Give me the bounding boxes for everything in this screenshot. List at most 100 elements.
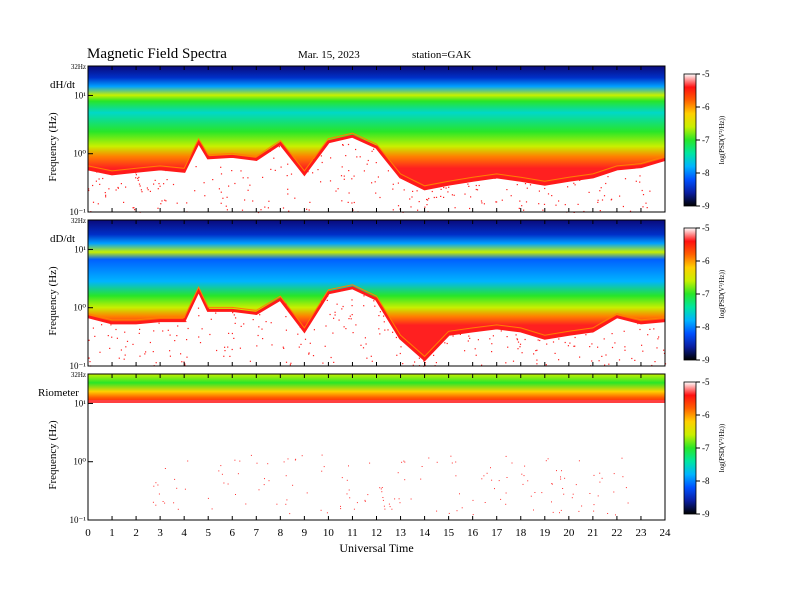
figure-title: Magnetic Field Spectra [87,46,227,62]
speckle [424,206,426,208]
speckle [396,354,398,356]
speckle [527,480,529,482]
speckle [184,364,186,366]
x-tick-label: 6 [230,527,236,539]
x-tick-label: 22 [611,527,622,539]
speckle [551,195,553,197]
speckle [563,493,565,495]
speckle [440,195,442,197]
speckle [603,195,606,197]
speckle [321,161,323,164]
y-tick-label: 10⁰ [73,149,86,159]
speckle [490,467,491,469]
speckle [599,210,601,212]
panel-label: dH/dt [50,79,75,91]
speckle [349,497,351,499]
speckle [613,491,615,493]
speckle [459,493,460,495]
speckle [162,330,164,332]
speckle [177,508,179,510]
speckle [267,463,269,465]
speckle [351,299,353,301]
speckle [631,357,633,360]
speckle [647,334,649,336]
speckle [366,357,368,359]
speckle [137,179,139,181]
speckle [164,199,166,201]
speckle [505,455,507,457]
speckle [227,346,229,348]
x-tick-label: 10 [323,527,335,539]
speckle [333,317,335,319]
speckle [342,144,344,146]
speckle [233,314,235,316]
speckle [262,176,264,178]
speckle [526,187,528,189]
speckle [135,177,137,179]
speckle [367,159,369,162]
speckle [608,363,610,365]
speckle [123,201,125,203]
y-axis-label: Frequency (Hz) [47,420,59,490]
speckle [569,342,571,344]
speckle [165,200,167,202]
speckle [381,487,383,488]
speckle [507,346,509,348]
speckle [360,344,362,346]
x-tick-label: 2 [133,527,139,539]
speckle [433,354,435,356]
speckle [287,458,289,460]
speckle [240,170,242,172]
speckle [472,514,474,516]
speckle [117,187,119,189]
speckle [147,189,149,191]
speckle [639,328,641,331]
speckle [366,163,368,165]
speckle [367,494,369,496]
speckle [137,177,139,179]
speckle [476,189,479,191]
speckle [359,156,361,158]
speckle [133,207,135,209]
colorbar-tick-label: -8 [702,322,710,332]
speckle [653,328,655,330]
speckle [125,186,127,188]
speckle [350,318,352,320]
speckle [359,291,361,293]
speckle [153,330,155,332]
speckle [379,311,381,313]
panel-label: dD/dt [50,233,75,245]
speckle [370,355,372,357]
speckle [326,299,328,301]
noise-edge-halo [87,284,666,358]
speckle [634,359,636,361]
speckle [189,158,191,160]
speckle [585,334,587,336]
speckle [157,484,159,486]
speckle [285,475,287,477]
speckle [110,324,112,326]
speckle [641,189,643,192]
speckle [551,483,553,485]
speckle [621,457,623,459]
speckle [601,355,603,357]
speckle [375,192,377,194]
speckle [388,503,390,505]
speckle [162,501,164,502]
speckle [421,466,423,467]
speckle [226,209,228,211]
speckle [598,360,600,362]
speckle [353,508,355,510]
speckle [551,483,553,484]
speckle [165,169,167,172]
speckle [544,187,546,190]
speckle [364,337,366,339]
speckle [278,146,280,148]
y-tick-label: 10⁻¹ [70,515,87,525]
speckle [484,502,486,503]
speckle [132,207,134,209]
speckle [88,357,90,359]
speckle [601,199,604,201]
speckle [547,458,549,460]
speckle [501,199,503,201]
